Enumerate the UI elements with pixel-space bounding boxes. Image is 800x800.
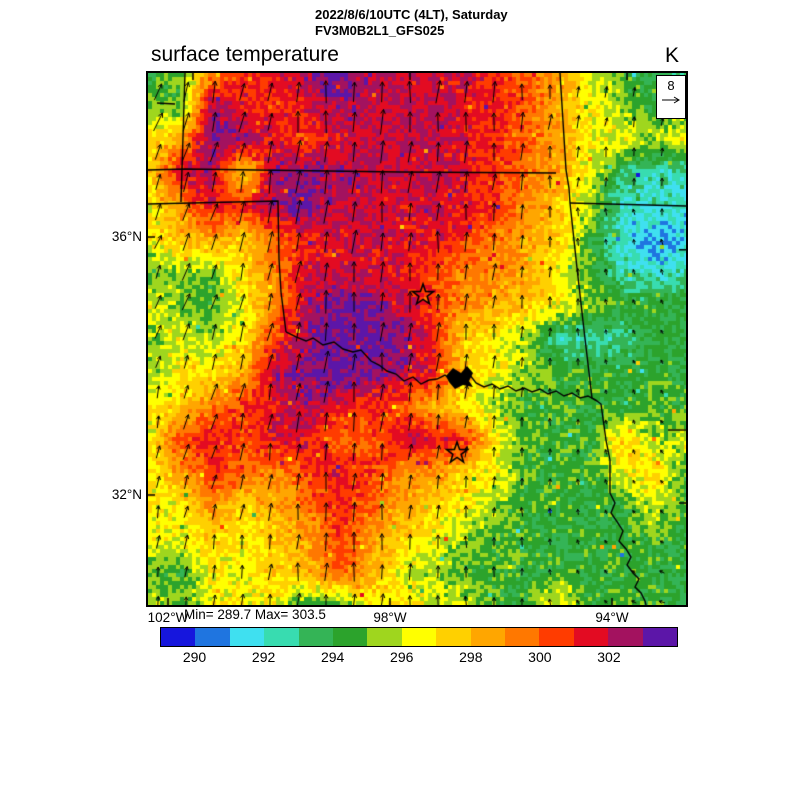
colorbar-segment (367, 628, 402, 646)
reference-arrow-icon (662, 96, 680, 104)
colorbar-tick-label: 292 (251, 649, 276, 665)
colorbar-tick-label: 296 (390, 649, 414, 665)
colorbar-segment (470, 628, 506, 646)
lon-label-94w: 94°W (595, 610, 629, 625)
lon-label-98w: 98°W (373, 610, 407, 625)
colorbar-segment (229, 628, 265, 646)
colorbar-segment (608, 628, 643, 646)
colorbar-tick-label: 300 (528, 649, 552, 665)
colorbar-segment (401, 628, 437, 646)
colorbar-wrap: 290 292 294 296 298 300 302 (160, 627, 678, 667)
colorbar-segment (573, 628, 609, 646)
colorbar-segment (161, 628, 196, 646)
colorbar-segment (264, 628, 299, 646)
unit-label: K (665, 44, 680, 67)
colorbar-tick-label: 290 (182, 649, 207, 665)
lat-label-36n: 36°N (111, 229, 142, 244)
lon-label-102w: 102°W (147, 610, 189, 625)
colorbar-tick-label: 298 (459, 649, 483, 665)
colorbar-tick-labels: 290 292 294 296 298 300 302 (160, 649, 678, 667)
colorbar-tick-label: 294 (320, 649, 345, 665)
wind-reference-box: 8 (656, 75, 686, 119)
colorbar-segment (195, 628, 230, 646)
colorbar-segment (298, 628, 334, 646)
colorbar-segment (436, 628, 471, 646)
colorbar-tick-label: 302 (597, 649, 621, 665)
title-model-id: FV3M0B2L1_GFS025 (315, 23, 445, 38)
title-datetime: 2022/8/6/10UTC (4LT), Saturday (315, 7, 508, 22)
temperature-map-canvas (148, 73, 686, 605)
model-run-title: 2022/8/6/10UTC (4LT), Saturday FV3M0B2L1… (315, 7, 508, 39)
wind-reference-value: 8 (667, 78, 675, 93)
colorbar-segment (539, 628, 574, 646)
colorbar (160, 627, 678, 647)
colorbar-segment (505, 628, 540, 646)
page-title: surface temperature (151, 43, 339, 66)
minmax-readout: Min= 289.7 Max= 303.5 (184, 607, 326, 622)
colorbar-segment (333, 628, 368, 646)
colorbar-segment (642, 628, 678, 646)
lat-label-32n: 32°N (111, 487, 142, 502)
map-frame: 8 (146, 71, 688, 607)
